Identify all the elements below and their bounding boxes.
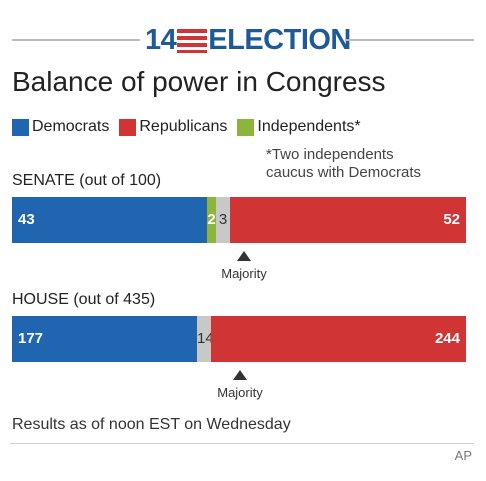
senate-value-independents: 2 (207, 211, 216, 228)
house-value-republicans: 244 (434, 330, 460, 347)
banner-word: ELECTION (208, 23, 351, 56)
senate-value-republicans: 52 (443, 211, 460, 228)
senate-majority-marker: Majority (214, 251, 274, 281)
house-segment-democrats (12, 316, 197, 362)
senate-value-democrats: 43 (18, 211, 35, 228)
house-segment-undecided (197, 316, 211, 362)
house-bar: 177 14 244 (12, 316, 466, 362)
house-value-democrats: 177 (18, 330, 44, 347)
legend-label-republicans: Republicans (139, 118, 228, 135)
banner-rule-left (12, 39, 140, 41)
senate-bar: 43 2 3 52 (12, 197, 466, 243)
senate-majority-label: Majority (221, 266, 267, 281)
legend: Democrats Republicans Independents* (12, 118, 371, 136)
footnote-line-2: caucus with Democrats (266, 164, 422, 181)
legend-item-independents: Independents* (237, 118, 361, 136)
senate-value-undecided: 3 (218, 211, 228, 228)
legend-item-democrats: Democrats (12, 118, 109, 136)
senate-segment-republicans (230, 197, 466, 243)
flag-stripes-icon (177, 29, 208, 53)
house-majority-label: Majority (217, 385, 263, 400)
house-value-undecided: 14 (197, 330, 214, 347)
senate-segment-independents (207, 197, 216, 243)
legend-item-republicans: Republicans (119, 118, 227, 136)
legend-label-independents: Independents* (257, 118, 361, 135)
election-banner: 14 ELECTION (12, 22, 474, 58)
legend-swatch-independents (237, 118, 255, 136)
independents-footnote: *Two independents caucus with Democrats (266, 146, 421, 182)
footer-divider (10, 443, 474, 444)
senate-segment-democrats (12, 197, 207, 243)
chart-title: Balance of power in Congress (12, 66, 386, 97)
legend-swatch-republicans (119, 118, 137, 136)
senate-label: SENATE (out of 100) (12, 172, 162, 189)
results-timestamp-note: Results as of noon EST on Wednesday (12, 416, 291, 433)
election-logo: 14 ELECTION (145, 22, 351, 58)
banner-rule-right (346, 39, 474, 41)
majority-arrow-icon (233, 370, 247, 380)
majority-arrow-icon (237, 251, 251, 261)
legend-swatch-democrats (12, 118, 29, 136)
senate-segment-undecided (216, 197, 230, 243)
legend-label-democrats: Democrats (32, 118, 110, 135)
footnote-line-1: *Two independents (266, 146, 394, 163)
house-segment-republicans (211, 316, 466, 362)
house-label: HOUSE (out of 435) (12, 291, 156, 308)
banner-year: 14 (145, 23, 177, 56)
house-majority-marker: Majority (210, 370, 270, 400)
source-credit: AP (454, 448, 472, 463)
